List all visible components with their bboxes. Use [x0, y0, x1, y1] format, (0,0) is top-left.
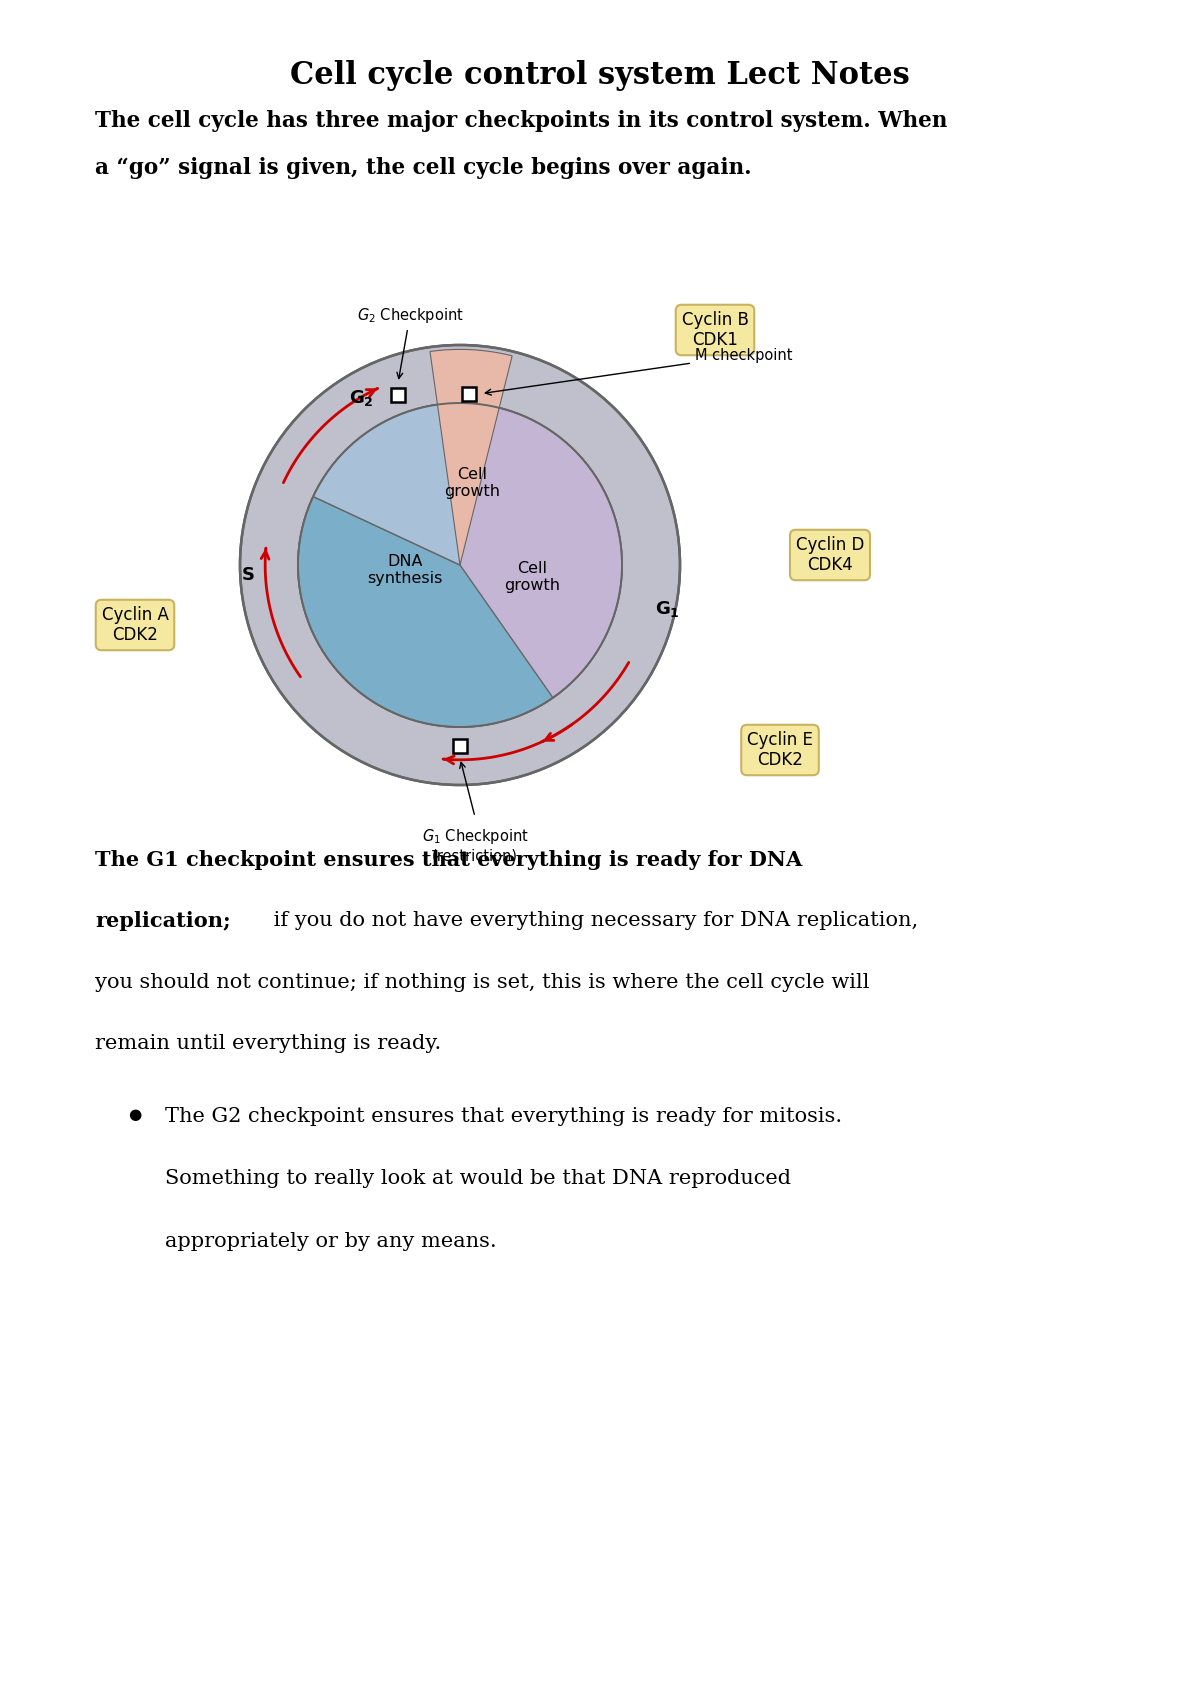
- Text: $\mathbf{G_1}$: $\mathbf{G_1}$: [655, 598, 680, 619]
- Text: a “go” signal is given, the cell cycle begins over again.: a “go” signal is given, the cell cycle b…: [95, 158, 751, 180]
- Text: M checkpoint: M checkpoint: [485, 347, 792, 395]
- Polygon shape: [430, 349, 512, 564]
- Text: $\mathbf{G_2}$: $\mathbf{G_2}$: [349, 388, 374, 408]
- Text: replication;: replication;: [95, 912, 230, 931]
- Text: Cyclin D
CDK4: Cyclin D CDK4: [796, 536, 864, 575]
- Text: Cyclin B
CDK1: Cyclin B CDK1: [682, 310, 749, 349]
- Polygon shape: [298, 497, 564, 727]
- Text: Something to really look at would be that DNA reproduced: Something to really look at would be tha…: [166, 1170, 791, 1188]
- Text: Cell
growth: Cell growth: [444, 466, 500, 500]
- Text: The G1 checkpoint ensures that everything is ready for DNA: The G1 checkpoint ensures that everythin…: [95, 849, 803, 870]
- Polygon shape: [460, 403, 622, 698]
- Bar: [391, 388, 406, 402]
- Ellipse shape: [240, 346, 680, 785]
- Text: $G_2$ Checkpoint: $G_2$ Checkpoint: [356, 307, 463, 378]
- Text: remain until everything is ready.: remain until everything is ready.: [95, 1034, 442, 1053]
- Text: Cell cycle control system Lect Notes: Cell cycle control system Lect Notes: [290, 59, 910, 92]
- Text: DNA
synthesis: DNA synthesis: [367, 554, 443, 586]
- Text: if you do not have everything necessary for DNA replication,: if you do not have everything necessary …: [266, 912, 918, 931]
- Text: $G_1$ Checkpoint
(restriction): $G_1$ Checkpoint (restriction): [421, 827, 528, 863]
- Text: Cyclin A
CDK2: Cyclin A CDK2: [102, 605, 168, 644]
- Text: appropriately or by any means.: appropriately or by any means.: [166, 1232, 497, 1251]
- Bar: [454, 739, 467, 753]
- Text: ●: ●: [128, 1107, 142, 1122]
- Text: The G2 checkpoint ensures that everything is ready for mitosis.: The G2 checkpoint ensures that everythin…: [166, 1107, 842, 1125]
- Ellipse shape: [298, 403, 622, 727]
- Text: Cyclin E
CDK2: Cyclin E CDK2: [748, 731, 812, 770]
- Text: $\mathbf{S}$: $\mathbf{S}$: [241, 566, 254, 585]
- Text: The cell cycle has three major checkpoints in its control system. When: The cell cycle has three major checkpoin…: [95, 110, 947, 132]
- Text: Cell
growth: Cell growth: [504, 561, 560, 593]
- Bar: [462, 386, 476, 400]
- Polygon shape: [313, 403, 460, 564]
- Text: you should not continue; if nothing is set, this is where the cell cycle will: you should not continue; if nothing is s…: [95, 973, 870, 992]
